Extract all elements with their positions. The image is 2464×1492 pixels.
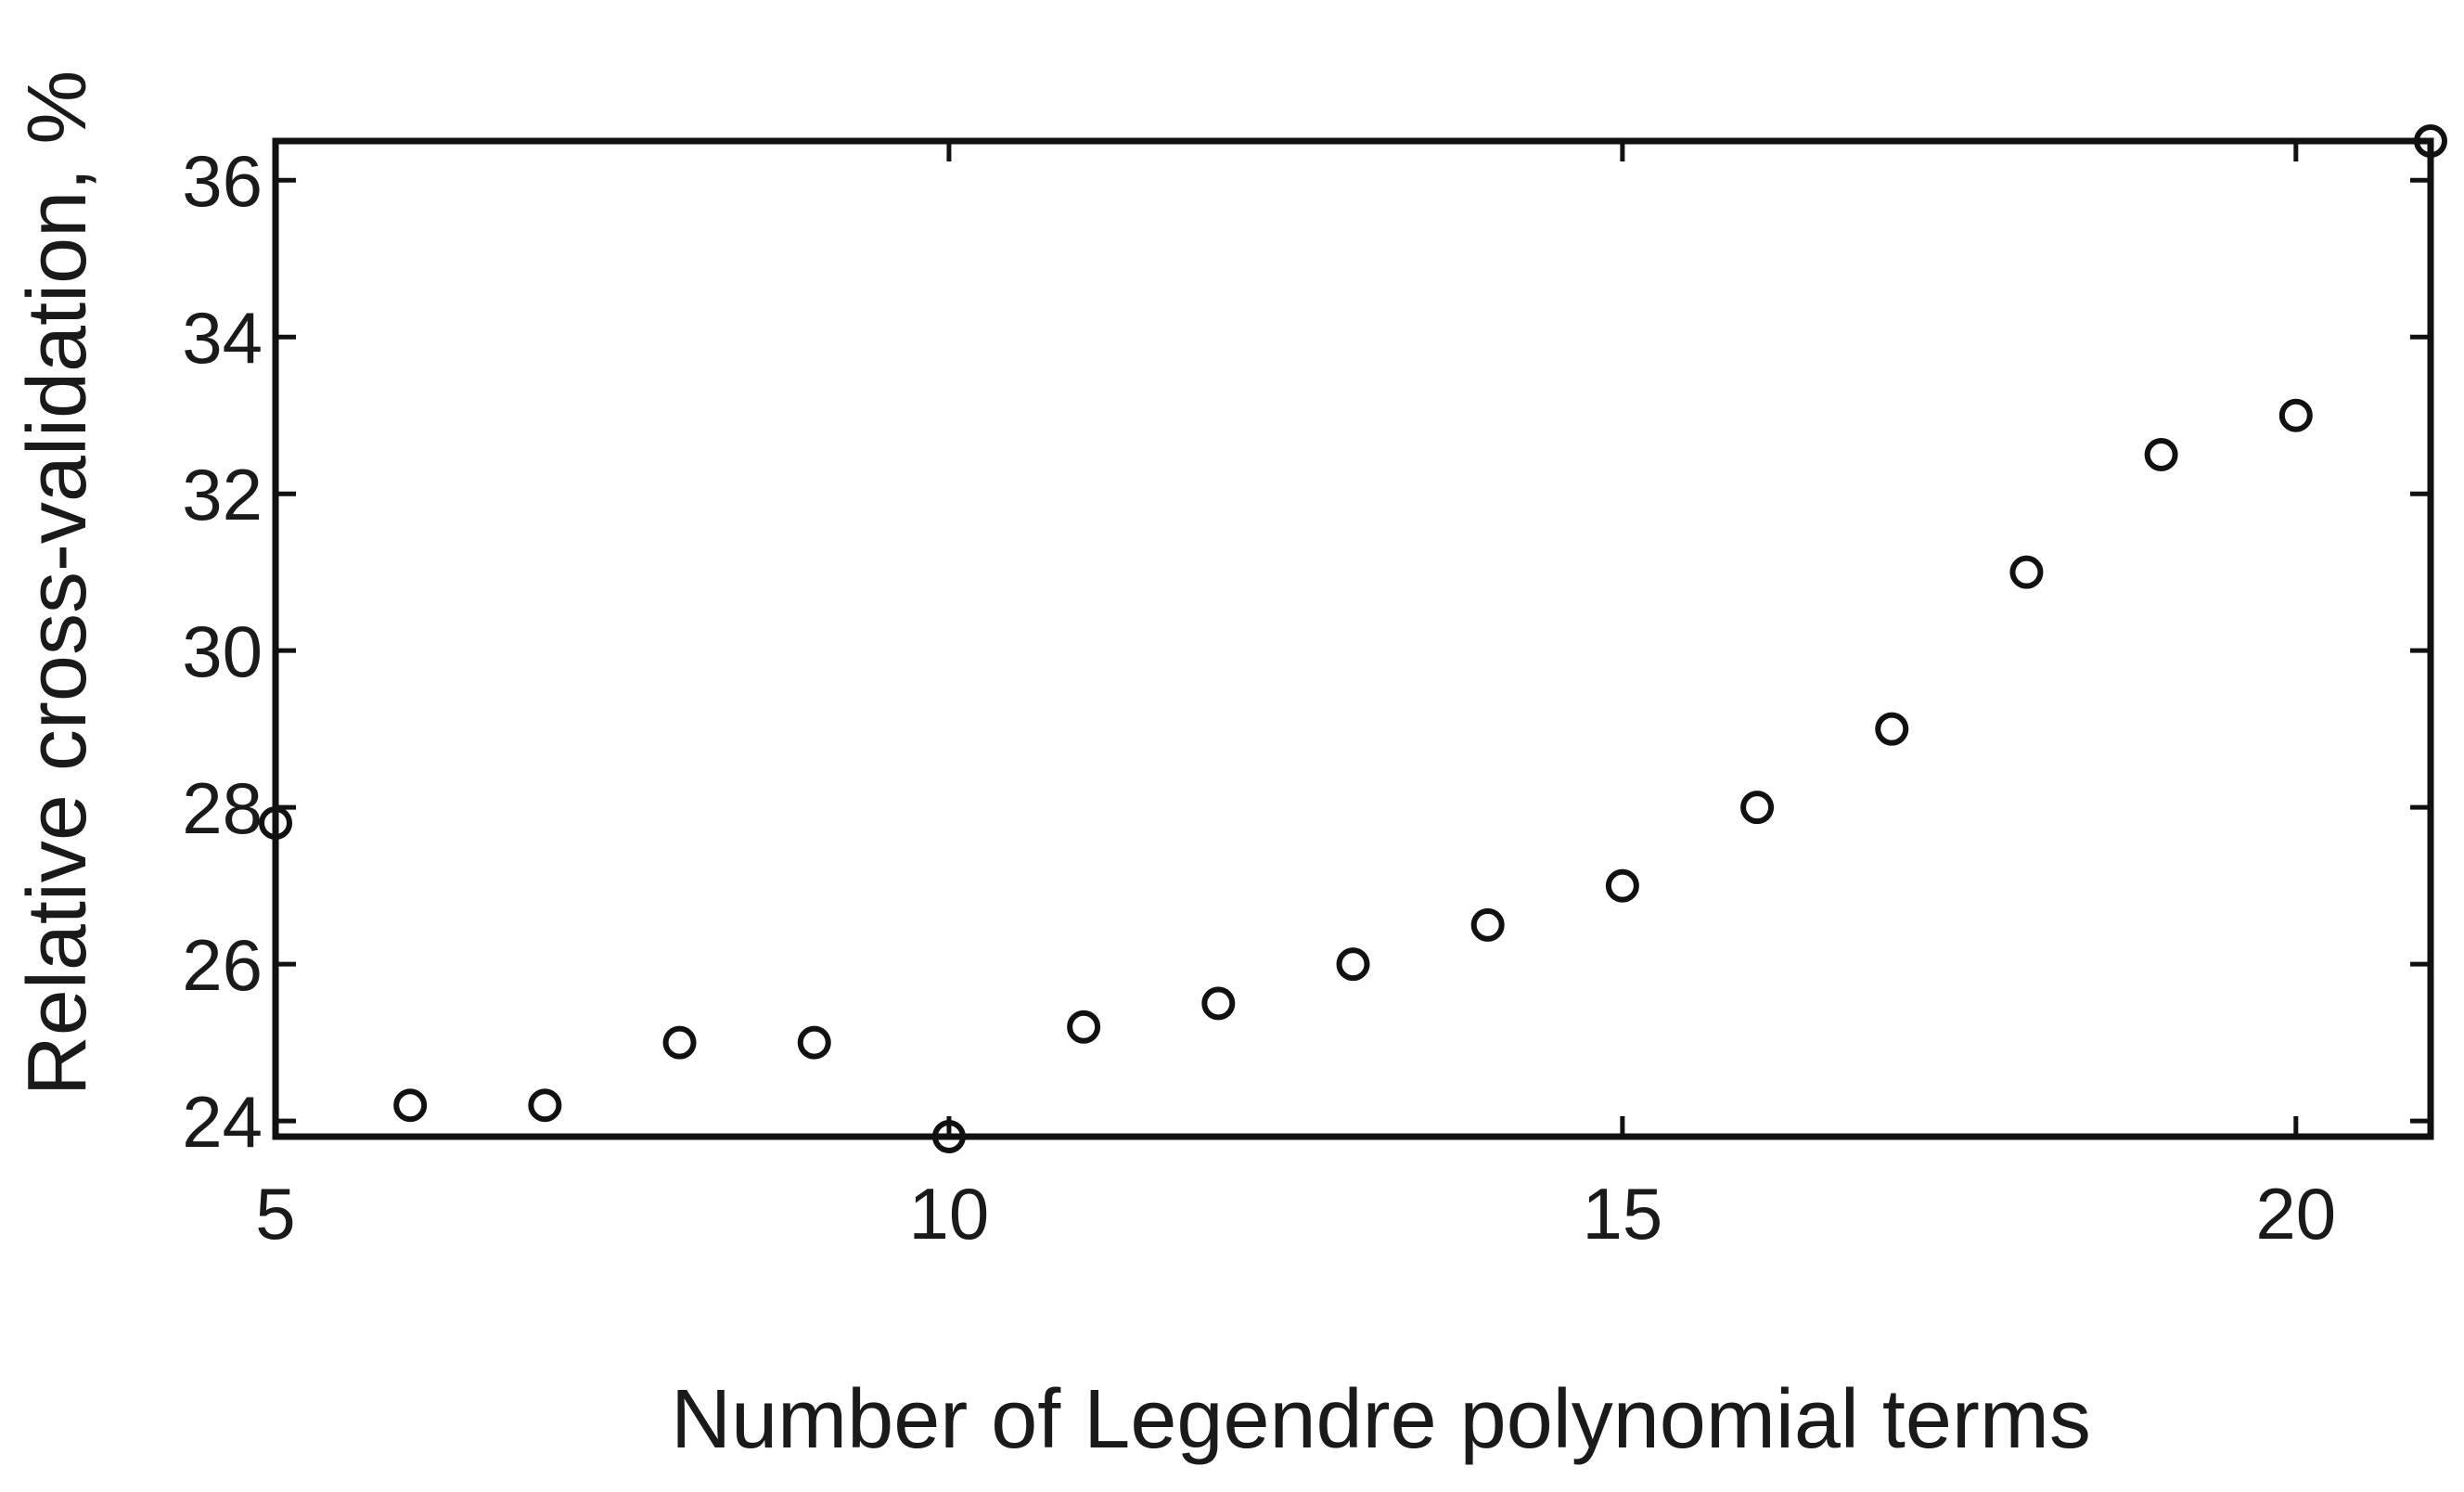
x-tick-label: 10 (909, 1173, 990, 1254)
data-points (259, 124, 2447, 1153)
y-tick-label: 34 (182, 297, 263, 379)
data-point (1740, 791, 1775, 825)
plot-frame (272, 137, 2434, 1140)
data-point (1201, 986, 1236, 1021)
data-point (1875, 712, 1909, 746)
x-tick-label: 20 (2255, 1173, 2336, 1254)
data-point (1067, 1010, 1101, 1044)
data-point (528, 1088, 562, 1123)
y-tick-label: 26 (182, 924, 263, 1006)
x-tick-label: 15 (1582, 1173, 1662, 1254)
y-axis-label: Relative cross-validation, % (11, 71, 104, 1096)
y-tick-label: 30 (182, 611, 263, 692)
data-point (797, 1025, 831, 1060)
ticks-layer (273, 141, 2431, 1137)
y-tick-label: 28 (182, 767, 263, 849)
data-point (2144, 437, 2178, 471)
y-tick-label: 24 (182, 1081, 263, 1163)
x-tick-label: 5 (255, 1173, 295, 1254)
y-tick-label: 32 (182, 454, 263, 535)
data-point (393, 1088, 428, 1123)
tick-labels: 5 10 15 20 24 26 28 30 32 34 36 (182, 140, 2336, 1254)
x-axis-label: Number of Legendre polynomial terms (671, 1373, 2091, 1466)
data-point (1605, 868, 1639, 903)
data-point (662, 1025, 697, 1060)
data-point (2009, 555, 2044, 589)
data-point (1470, 907, 1505, 942)
y-tick-label: 36 (182, 140, 263, 222)
data-point (2278, 398, 2313, 432)
data-point (1336, 947, 1370, 982)
